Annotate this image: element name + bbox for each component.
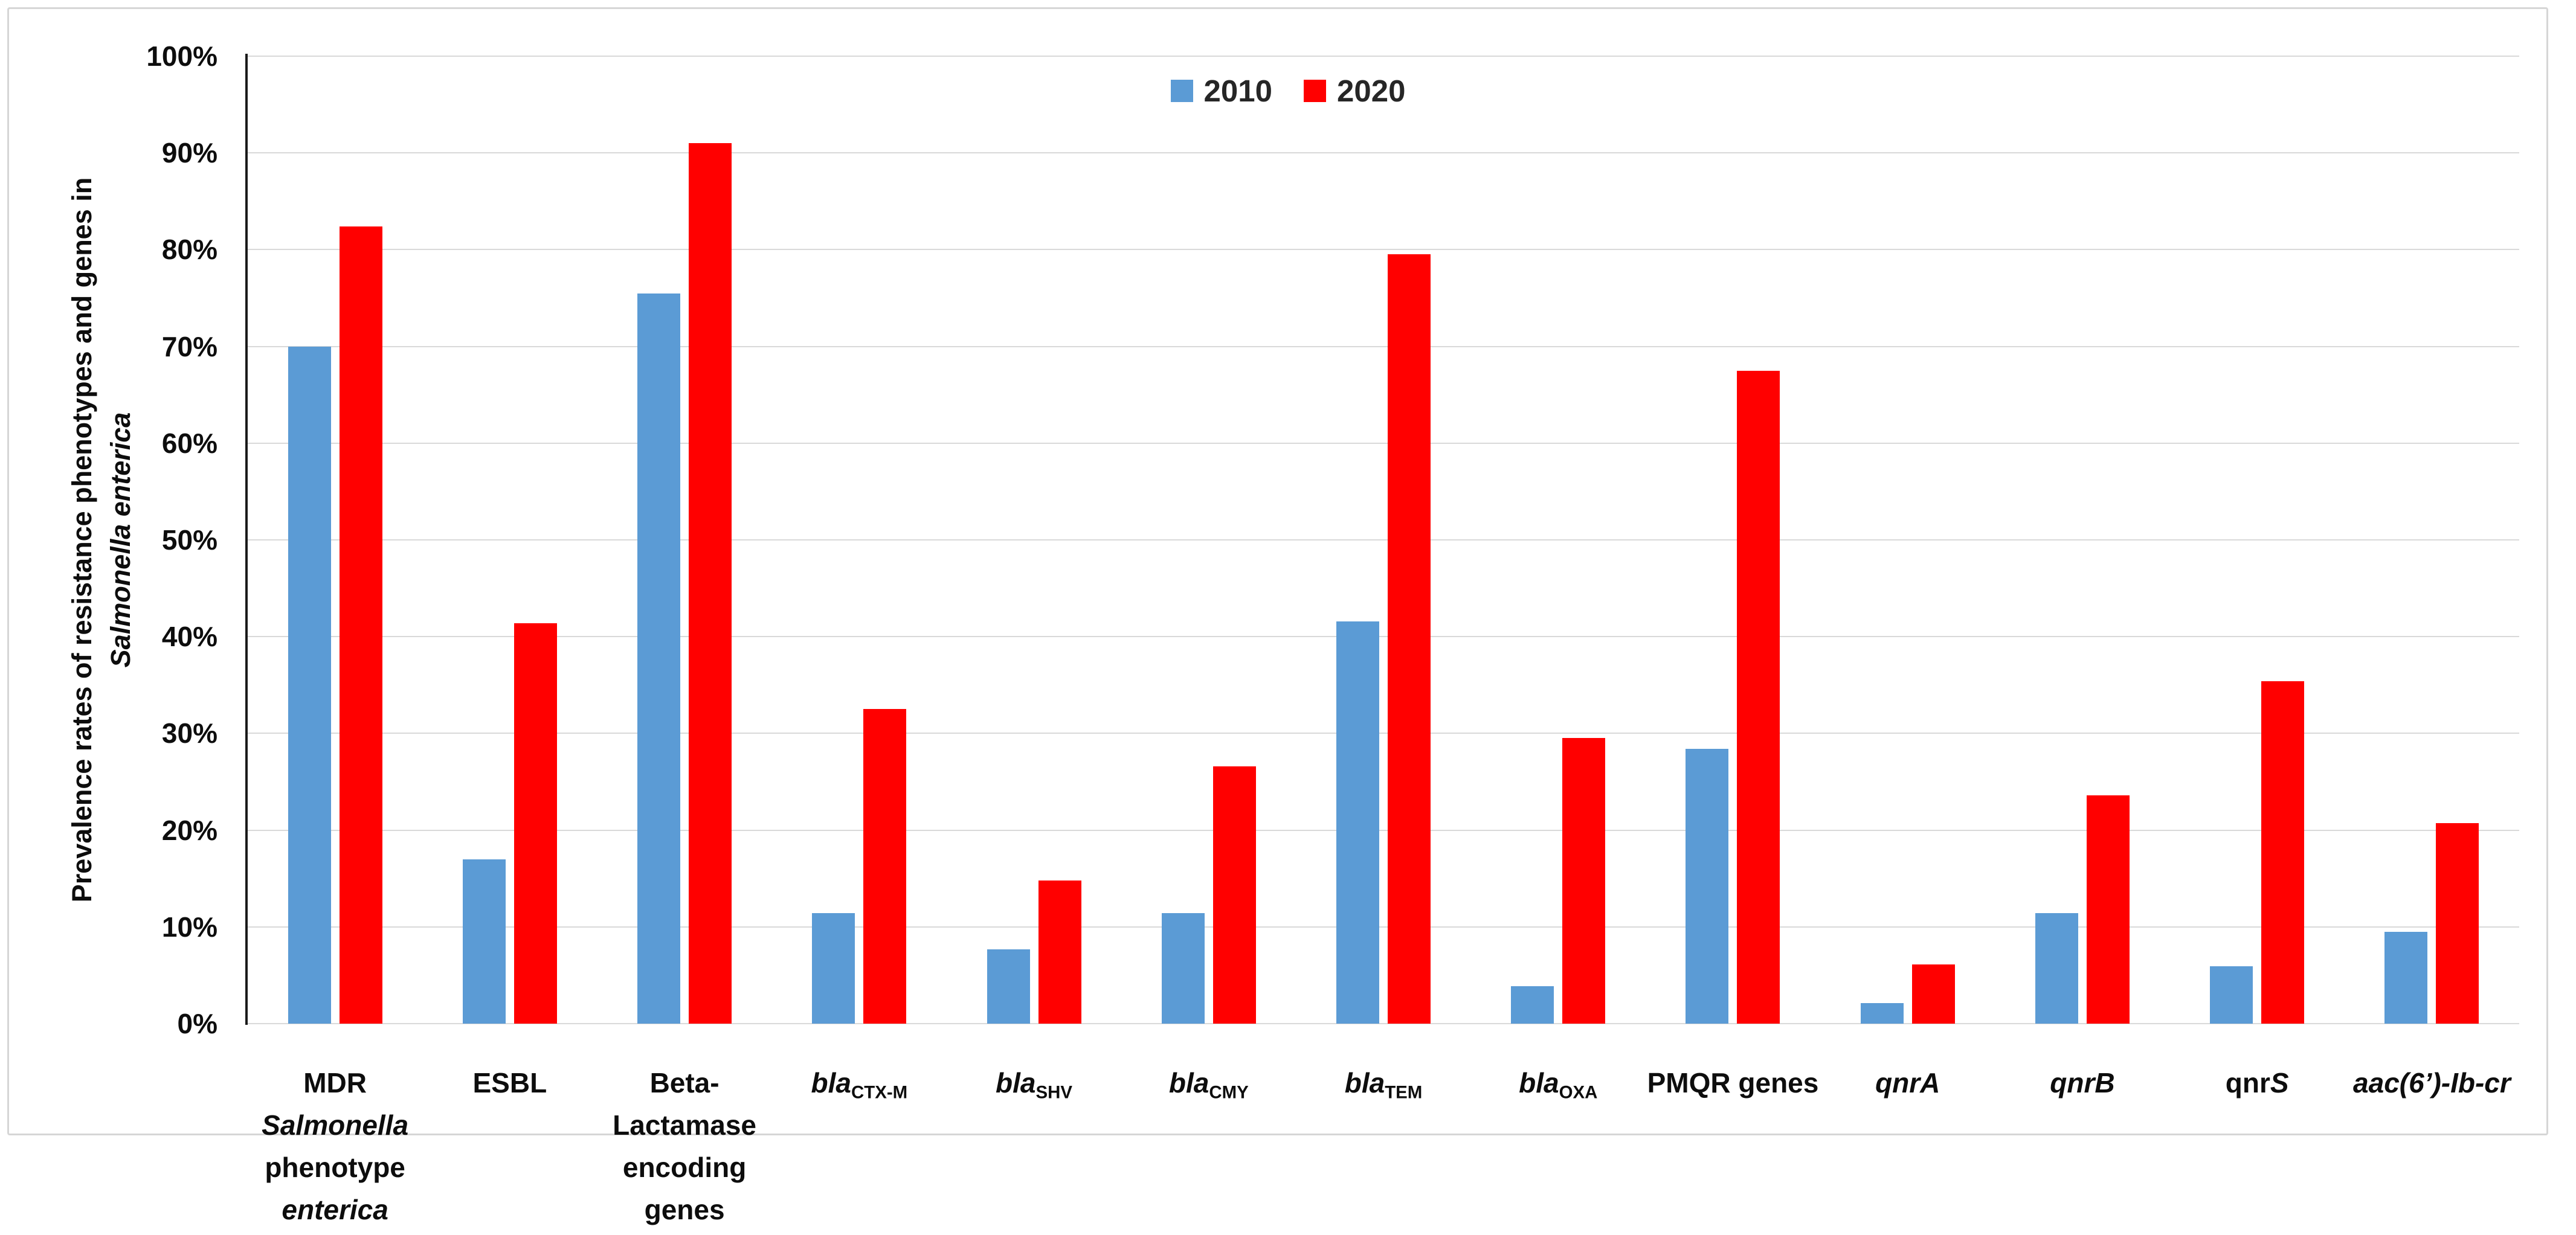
bar-2010-bla-shv xyxy=(987,949,1030,1024)
bar-group-esbl xyxy=(422,56,597,1024)
bar-2010-pmqr-genes xyxy=(1686,749,1729,1024)
bar-2020-bla-oxa xyxy=(1562,738,1606,1024)
bar-2020-bla-tem xyxy=(1388,254,1431,1024)
gridline-70% xyxy=(248,345,2519,347)
bar-2020-bla-ctx-m xyxy=(863,709,907,1024)
bar-group-qnrb xyxy=(1995,56,2169,1024)
gridline-30% xyxy=(248,733,2519,734)
bar-2020-pmqr-genes xyxy=(1737,370,1780,1024)
legend-swatch-2020 xyxy=(1304,79,1326,102)
gridline-20% xyxy=(248,829,2519,831)
gridline-10% xyxy=(248,926,2519,928)
y-tick-label-90%: 90% xyxy=(161,137,217,169)
x-axis-category-labels: MDR Salmonella phenotype enterica ESBL Beta- L… xyxy=(248,1062,2519,1231)
category-label-qnrs: qnrS xyxy=(2225,1067,2289,1099)
gridline-80% xyxy=(248,249,2519,251)
bar-group-mdr-salmonella-enterica-phenotype xyxy=(248,56,422,1024)
category-label-aac-6-ib-cr: aac(6’)-Ib-cr xyxy=(2353,1067,2511,1099)
bar-2020-qnrb xyxy=(2086,795,2130,1024)
figure-border xyxy=(7,7,2548,1135)
bar-group-bla-oxa xyxy=(1471,56,1646,1024)
bar-group-aac-6-ib-cr xyxy=(2345,56,2519,1024)
gridline-60% xyxy=(248,442,2519,444)
gridline-90% xyxy=(248,152,2519,154)
bar-2010-qnrb xyxy=(2035,913,2078,1024)
y-tick-label-100%: 100% xyxy=(146,40,217,72)
bar-group-bla-cmy xyxy=(1121,56,1296,1024)
bar-2020-mdr-salmonella-enterica-phenotype xyxy=(339,226,382,1024)
category-label-bla-tem: blaTEM xyxy=(1344,1067,1423,1103)
bar-2010-aac-6-ib-cr xyxy=(2384,931,2428,1024)
y-tick-label-70%: 70% xyxy=(161,330,217,362)
bar-2010-bla-tem xyxy=(1336,621,1380,1024)
y-tick-label-0%: 0% xyxy=(177,1008,217,1039)
category-label-mdr-salmonella-enterica-phenotype: MDR Salmonella phenotype enterica xyxy=(262,1067,409,1225)
bar-2020-bla-cmy xyxy=(1212,766,1256,1024)
gridline-0% xyxy=(248,1023,2519,1024)
bar-2010-qnrs xyxy=(2210,966,2253,1024)
bar-2020-qnrs xyxy=(2261,681,2305,1024)
y-tick-label-40%: 40% xyxy=(161,621,217,653)
y-tick-label-20%: 20% xyxy=(161,814,217,846)
bar-2010-qnra xyxy=(1860,1003,1904,1024)
y-tick-label-80%: 80% xyxy=(161,234,217,266)
bar-2010-beta-lactamase-encoding-genes xyxy=(637,293,681,1024)
gridline-40% xyxy=(248,636,2519,638)
category-label-beta-lactamase-encoding-genes: Beta- Lactamase encoding genes xyxy=(613,1067,756,1225)
bar-2010-bla-oxa xyxy=(1511,986,1554,1024)
bar-group-beta-lactamase-encoding-genes xyxy=(597,56,771,1024)
category-label-pmqr-genes: PMQR genes xyxy=(1647,1067,1819,1099)
bar-2020-qnra xyxy=(1911,964,1955,1024)
bar-2020-beta-lactamase-encoding-genes xyxy=(689,143,732,1024)
gridline-100% xyxy=(248,56,2519,57)
y-tick-label-60%: 60% xyxy=(161,427,217,459)
bar-2020-aac-6-ib-cr xyxy=(2436,823,2479,1024)
legend-swatch-2010 xyxy=(1170,79,1193,102)
category-label-qnrb: qnrB xyxy=(2050,1067,2115,1099)
bars-row xyxy=(248,56,2519,1024)
bar-2020-bla-shv xyxy=(1038,880,1081,1024)
chart-legend: 2010 2020 xyxy=(0,72,2576,109)
bar-2010-mdr-salmonella-enterica-phenotype xyxy=(288,346,331,1024)
bar-group-bla-shv xyxy=(947,56,1121,1024)
y-axis-tick-labels: 0% 10% 20% 30% 40% 50% 60% 70% 80% 90% 100% xyxy=(0,40,217,1039)
bar-2020-esbl xyxy=(514,623,557,1024)
bar-group-qnra xyxy=(1820,56,1995,1024)
legend-item-2010: 2010 xyxy=(1170,73,1272,109)
bar-2010-esbl xyxy=(462,859,506,1024)
category-label-bla-oxa: blaOXA xyxy=(1519,1067,1598,1103)
bar-group-pmqr-genes xyxy=(1646,56,1820,1024)
legend-label-2010: 2010 xyxy=(1203,73,1272,108)
y-tick-label-50%: 50% xyxy=(161,524,217,556)
bar-group-bla-ctx-m xyxy=(772,56,947,1024)
category-label-bla-ctx-m: blaCTX-M xyxy=(811,1067,908,1103)
y-tick-label-30%: 30% xyxy=(161,717,217,749)
bar-2010-bla-ctx-m xyxy=(812,913,855,1024)
category-label-qnra: qnrA xyxy=(1875,1067,1940,1099)
category-label-esbl: ESBL xyxy=(472,1067,547,1099)
bar-group-bla-tem xyxy=(1296,56,1470,1024)
y-axis-line xyxy=(245,54,248,1025)
legend-label-2020: 2020 xyxy=(1337,73,1406,108)
bar-2010-bla-cmy xyxy=(1161,913,1205,1024)
gridline-50% xyxy=(248,539,2519,541)
bar-group-qnrs xyxy=(2170,56,2345,1024)
category-label-bla-cmy: blaCMY xyxy=(1168,1067,1249,1103)
legend-item-2020: 2020 xyxy=(1304,73,1405,109)
plot-area xyxy=(245,54,2519,1025)
category-label-bla-shv: blaSHV xyxy=(996,1067,1073,1103)
y-tick-label-10%: 10% xyxy=(161,911,217,943)
